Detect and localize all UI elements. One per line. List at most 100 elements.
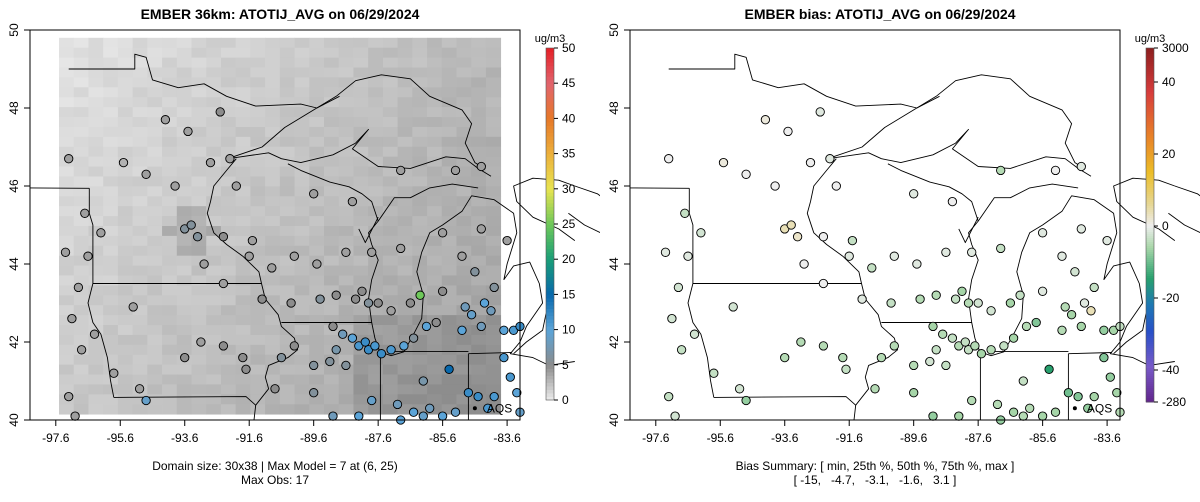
grid-cell	[471, 77, 487, 88]
observation-point	[486, 306, 496, 316]
colorbar-segment	[1146, 156, 1154, 159]
colorbar-segment	[546, 104, 554, 109]
grid-cell	[103, 325, 119, 336]
colorbar-tick-label: 5	[562, 358, 569, 372]
bias-point	[1015, 290, 1025, 300]
grid-cell	[485, 107, 502, 118]
grid-cell	[471, 196, 487, 207]
grid-cell	[353, 315, 369, 326]
grid-cell	[265, 305, 281, 316]
colorbar-segment	[1146, 246, 1154, 249]
grid-cell	[147, 305, 163, 316]
grid-cell	[456, 216, 472, 227]
grid-cell	[368, 186, 384, 197]
grid-cell	[353, 166, 369, 177]
colorbar-segment	[1146, 220, 1154, 223]
bias-point	[931, 345, 941, 355]
grid-cell	[412, 225, 428, 237]
grid-cell	[309, 126, 325, 138]
grid-cell	[309, 334, 325, 346]
grid-cell	[471, 97, 487, 108]
grid-cell	[382, 77, 399, 88]
grid-cell	[338, 384, 354, 395]
grid-cell	[265, 117, 281, 128]
grid-cell	[382, 315, 399, 326]
colorbar-segment	[546, 93, 554, 98]
grid-cell	[485, 216, 502, 227]
observation-point	[354, 411, 364, 421]
grid-cell	[117, 186, 134, 197]
colorbar-segment	[1146, 56, 1154, 59]
grid-cell	[206, 87, 222, 98]
grid-cell	[59, 186, 75, 197]
colorbar-segment	[1146, 274, 1154, 277]
grid-cell	[132, 77, 148, 88]
grid-cell	[250, 305, 266, 316]
grid-cell	[162, 275, 178, 286]
x-tick-label: -97.6	[642, 431, 670, 445]
grid-cell	[220, 315, 237, 326]
grid-cell	[250, 325, 266, 336]
grid-cell	[368, 404, 384, 415]
grid-cell	[103, 107, 119, 118]
colorbar-segment	[1146, 138, 1154, 141]
grid-cell	[456, 404, 472, 415]
bias-point	[1008, 407, 1019, 417]
grid-cell	[176, 57, 192, 68]
colorbar-segment	[1146, 364, 1154, 367]
grid-cell	[427, 265, 443, 276]
grid-cell	[456, 117, 472, 128]
grid-cell	[309, 394, 325, 405]
grid-cell	[265, 206, 281, 217]
grid-cell	[427, 225, 443, 237]
grid-cell	[220, 47, 237, 58]
grid-cell	[456, 285, 472, 296]
colorbar-segment	[1146, 254, 1154, 257]
grid-cell	[338, 255, 354, 266]
grid-cell	[162, 285, 178, 296]
grid-cell	[117, 166, 134, 177]
grid-cell	[294, 67, 310, 78]
colorbar-segment	[1146, 88, 1154, 91]
colorbar-segment	[1146, 104, 1154, 107]
grid-cell	[88, 265, 104, 276]
bias-point	[941, 247, 951, 257]
grid-cell	[294, 126, 310, 138]
grid-cell	[265, 126, 281, 138]
grid-cell	[441, 107, 457, 118]
observation-point	[392, 399, 403, 410]
observation-points	[60, 107, 525, 425]
grid-cell	[88, 37, 104, 49]
colorbar-segment	[546, 227, 554, 232]
grid-cell	[412, 325, 428, 336]
colorbar-tick-label: 30	[562, 182, 576, 196]
colorbar-segment	[546, 199, 554, 204]
grid-cell	[427, 37, 443, 49]
grid-cell	[485, 235, 502, 247]
colorbar-segment	[1146, 96, 1154, 99]
grid-cell	[265, 176, 281, 187]
colorbar-segment	[1146, 386, 1154, 389]
grid-cell	[456, 126, 472, 138]
observation-point	[341, 247, 351, 257]
bias-point	[967, 395, 977, 406]
grid-cell	[206, 196, 222, 207]
observation-point	[328, 321, 338, 332]
colorbar-segment	[1146, 66, 1154, 69]
grid-cell	[220, 225, 237, 237]
bias-point	[818, 341, 829, 351]
colorbar-segment	[1146, 112, 1154, 115]
observation-point	[267, 263, 277, 273]
observation-point	[418, 411, 428, 421]
grid-cell	[441, 334, 457, 346]
grid-cell	[294, 117, 310, 128]
grid-cell	[471, 245, 487, 257]
grid-cell	[73, 146, 89, 158]
grid-cell	[235, 117, 251, 128]
grid-cell	[88, 354, 104, 366]
grid-cell	[103, 117, 119, 128]
grid-cell	[265, 216, 281, 227]
grid-cell	[103, 285, 119, 296]
grid-cell	[88, 206, 104, 217]
